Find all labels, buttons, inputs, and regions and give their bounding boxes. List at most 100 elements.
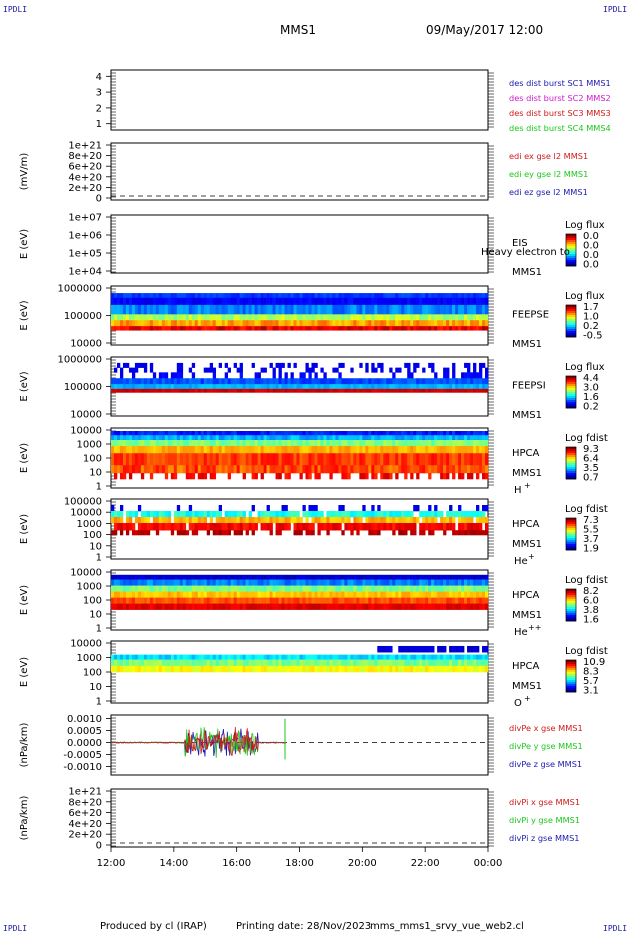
spectro-cell — [236, 465, 240, 474]
spectro-cell — [440, 645, 444, 653]
spectro-cell — [443, 378, 447, 385]
spectro-cell — [398, 453, 402, 466]
spectro-cell — [464, 591, 468, 598]
spectro-cell — [266, 378, 270, 385]
spectro-cell — [137, 304, 142, 315]
spectro-cell — [311, 435, 315, 441]
spectro-cell — [404, 297, 408, 306]
spectro-cell — [308, 659, 312, 667]
spectrogram — [111, 293, 489, 331]
spectro-cell — [371, 585, 375, 592]
ytick-label: 0 — [96, 194, 102, 205]
spectro-cell — [335, 591, 339, 598]
spectro-cell — [353, 297, 357, 306]
spectro-cell — [185, 378, 190, 385]
spectro-cell — [317, 659, 321, 667]
spectro-cell — [449, 505, 453, 512]
spectro-cell — [398, 523, 402, 531]
ytick-label: 1e+04 — [68, 267, 102, 278]
colorbar-frame — [565, 446, 577, 480]
spectro-cell — [404, 440, 408, 447]
spectro-cell — [287, 597, 291, 604]
spectro-cell — [257, 372, 261, 379]
spectro-cell — [350, 435, 354, 441]
spectro-cell — [320, 597, 324, 604]
spectro-cell — [314, 431, 318, 436]
spectro-cell — [341, 326, 345, 331]
spectro-cell — [362, 473, 366, 480]
spectro-cell — [128, 431, 133, 436]
colorbar-swatch — [566, 323, 576, 326]
spectro-cell — [113, 314, 118, 321]
colorbar-swatch — [566, 469, 576, 472]
spectro-cell — [320, 304, 324, 315]
colorbar-title: Log fdist — [565, 646, 608, 657]
spectro-cell — [287, 659, 291, 667]
spectro-cell — [473, 362, 477, 368]
spectro-cell — [452, 665, 456, 673]
spectro-cell — [329, 314, 333, 321]
spectro-cell — [239, 511, 243, 518]
spectro-cell — [281, 517, 285, 524]
spectro-cell — [302, 320, 306, 327]
spectro-cell — [311, 384, 315, 390]
spectro-cell — [332, 435, 336, 441]
spectro-cell — [191, 388, 196, 393]
spectro-cell — [111, 446, 115, 454]
spectro-cell — [185, 603, 190, 610]
spectro-cell — [359, 378, 363, 385]
spectro-cell — [479, 297, 483, 306]
spectro-cell — [407, 446, 411, 454]
spectro-cell — [308, 505, 312, 512]
spectro-cell — [281, 304, 285, 315]
spectro-cell — [260, 511, 264, 518]
spectro-cell — [365, 511, 369, 518]
spectro-cell — [188, 326, 193, 331]
spectro-cell — [305, 579, 309, 586]
spectro-cell — [221, 293, 225, 299]
spectro-cell — [353, 293, 357, 299]
spectro-cell — [209, 367, 214, 373]
spectro-cell — [200, 388, 205, 393]
spectro-cell — [119, 440, 124, 447]
spectro-cell — [482, 579, 486, 586]
colorbar-swatch — [566, 463, 576, 466]
spectro-cell — [392, 465, 396, 474]
spectro-cell — [443, 372, 447, 379]
spectro-cell — [200, 453, 205, 466]
spectro-cell — [305, 597, 309, 604]
spectro-cell — [485, 378, 489, 385]
spectro-cell — [260, 320, 264, 327]
spectro-cell — [344, 465, 348, 474]
spectro-cell — [392, 574, 396, 580]
spectro-cell — [353, 388, 357, 393]
spectro-cell — [350, 511, 354, 518]
spectro-cell — [386, 473, 390, 480]
spectro-cell — [296, 446, 300, 454]
spectro-cell — [278, 440, 282, 447]
spectro-cell — [359, 465, 363, 474]
spectro-cell — [458, 446, 462, 454]
footer-produced-by: Produced by cl (IRAP) — [100, 921, 207, 932]
spectro-cell — [185, 388, 190, 393]
spectro-cell — [320, 435, 324, 441]
spectro-cell — [116, 320, 121, 327]
colorbar-swatch — [566, 335, 576, 338]
spectro-cell — [233, 314, 237, 321]
spectro-cell — [284, 591, 288, 598]
ytick-label: 1000000 — [57, 355, 102, 366]
spectro-cell — [239, 440, 243, 447]
spectro-cell — [413, 665, 417, 673]
spectro-cell — [341, 440, 345, 447]
spectro-cell — [236, 378, 240, 385]
spectro-cell — [305, 362, 309, 368]
spectro-cell — [461, 585, 465, 592]
spectro-cell — [149, 665, 154, 673]
spectro-cell — [317, 435, 321, 441]
spectro-cell — [254, 453, 258, 466]
spectro-cell — [152, 384, 157, 390]
spectro-cell — [440, 378, 444, 385]
spectro-cell — [398, 511, 402, 518]
spectro-cell — [320, 326, 324, 331]
